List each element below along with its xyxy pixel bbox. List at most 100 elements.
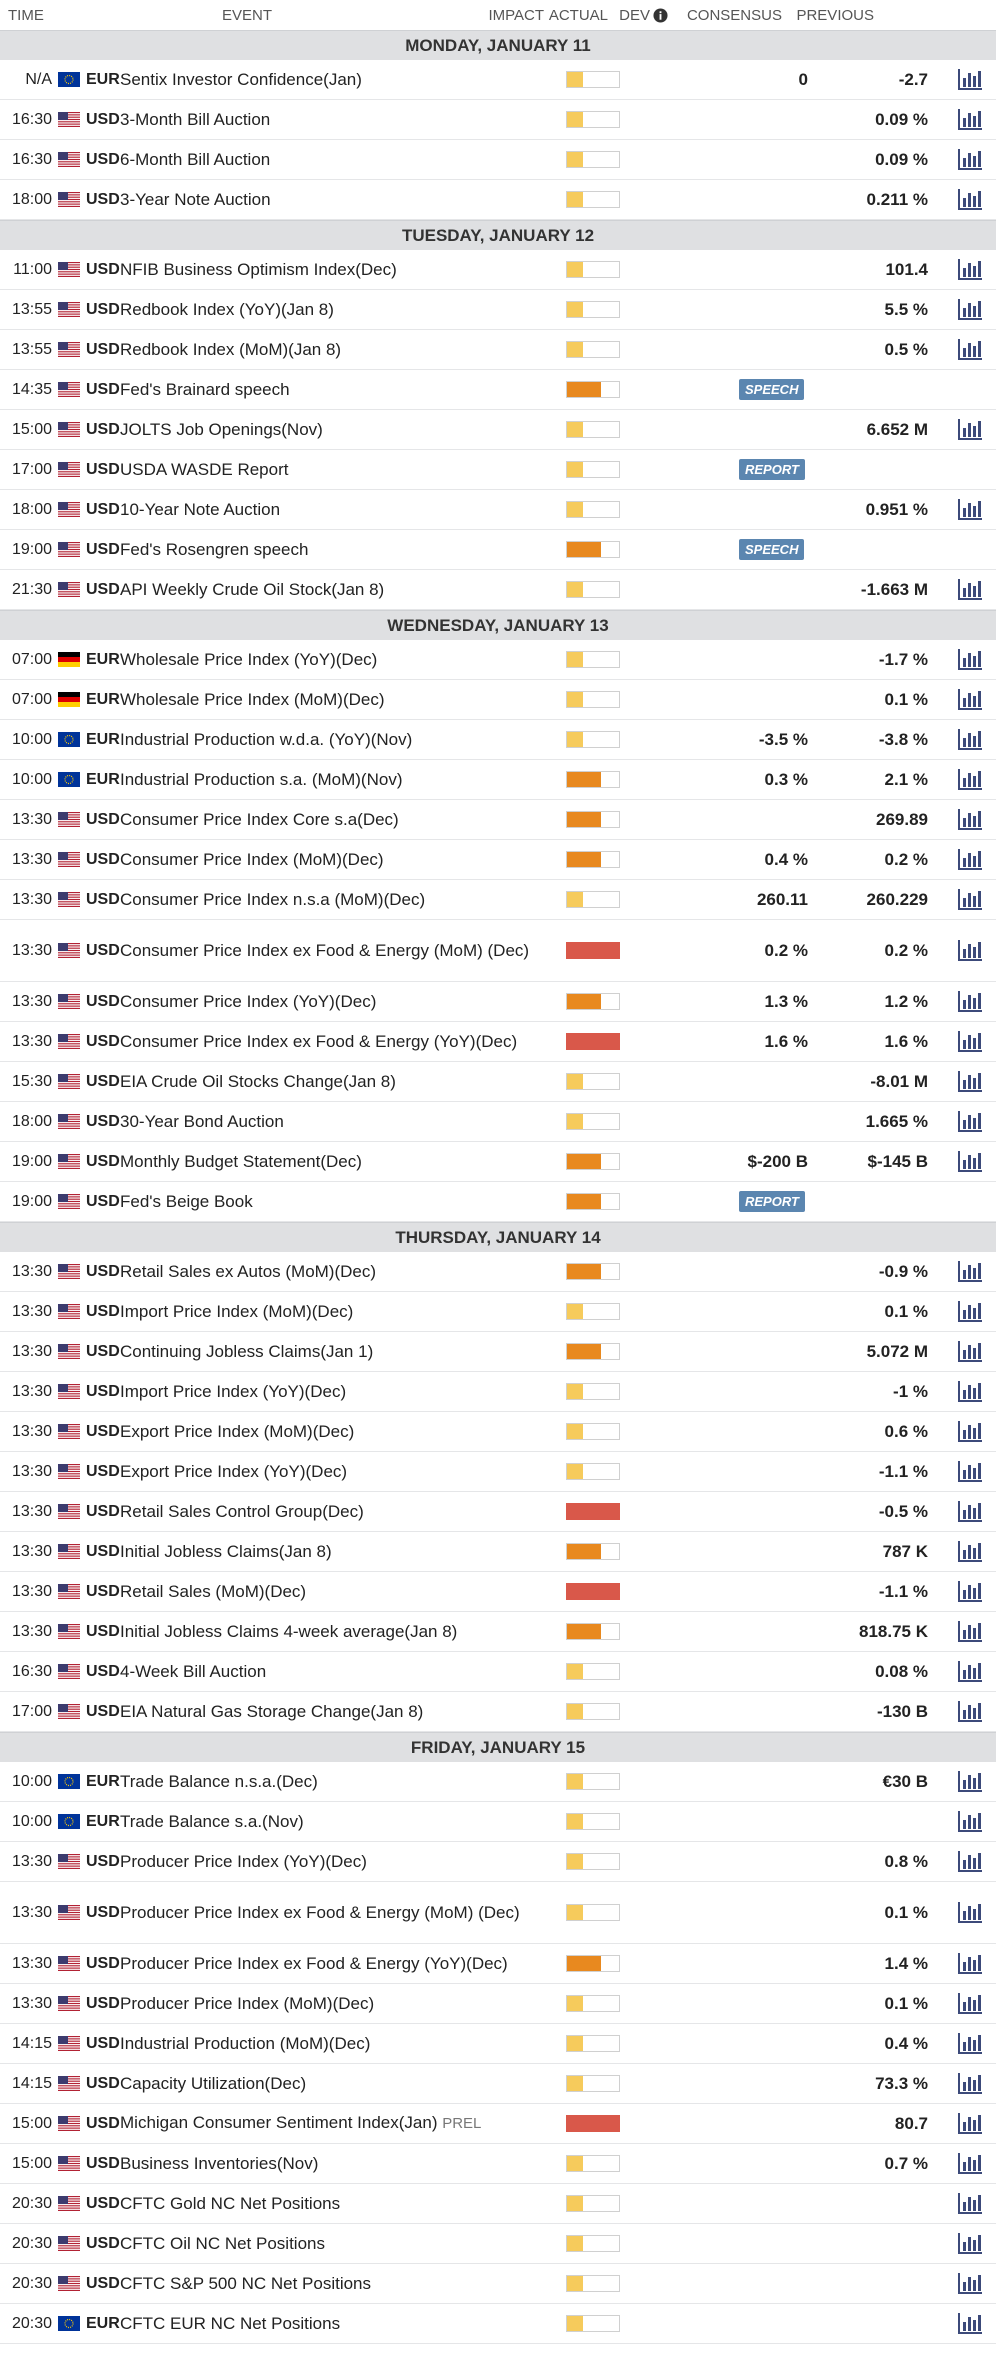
event-row[interactable]: 14:15 USD Industrial Production (MoM)(Dec)… xyxy=(0,2024,996,2064)
event-row[interactable]: 19:00 USD Fed's Rosengren speech SPEECH xyxy=(0,530,996,570)
event-row[interactable]: 13:30 USD Import Price Index (MoM)(Dec) 0.1… xyxy=(0,1292,996,1332)
event-name[interactable]: 30-Year Bond Auction xyxy=(120,1111,284,1131)
event-name[interactable]: Sentix Investor Confidence(Jan) xyxy=(120,69,362,89)
event-row[interactable]: N/A EUR Sentix Investor Confidence(Jan) 0 -2… xyxy=(0,60,996,100)
event-name[interactable]: Michigan Consumer Sentiment Index(Jan) xyxy=(120,2113,438,2132)
event-row[interactable]: 13:30 USD Retail Sales (MoM)(Dec) -1.1 % xyxy=(0,1572,996,1612)
event-row[interactable]: 07:00 EUR Wholesale Price Index (YoY)(Dec)… xyxy=(0,640,996,680)
event-name[interactable]: 10-Year Note Auction xyxy=(120,499,281,519)
event-name[interactable]: Consumer Price Index (YoY)(Dec) xyxy=(120,991,377,1011)
chart-icon[interactable] xyxy=(958,809,982,830)
event-row[interactable]: 16:30 USD 6-Month Bill Auction 0.09 % xyxy=(0,140,996,180)
event-name[interactable]: Wholesale Price Index (YoY)(Dec) xyxy=(120,649,378,669)
event-row[interactable]: 20:30 EUR CFTC EUR NC Net Positions xyxy=(0,2304,996,2344)
event-name[interactable]: Consumer Price Index ex Food & Energy (M… xyxy=(120,940,530,960)
event-row[interactable]: 19:00 USD Fed's Beige Book REPORT xyxy=(0,1182,996,1222)
chart-icon[interactable] xyxy=(958,419,982,440)
event-name[interactable]: Producer Price Index ex Food & Energy (M… xyxy=(120,1902,520,1922)
chart-icon[interactable] xyxy=(958,889,982,910)
event-name[interactable]: Retail Sales Control Group(Dec) xyxy=(120,1501,364,1521)
chart-icon[interactable] xyxy=(958,729,982,750)
chart-icon[interactable] xyxy=(958,991,982,1012)
chart-icon[interactable] xyxy=(958,649,982,670)
event-row[interactable]: 10:00 EUR Industrial Production w.d.a. (Yo… xyxy=(0,720,996,760)
event-name[interactable]: Consumer Price Index (MoM)(Dec) xyxy=(120,849,384,869)
chart-icon[interactable] xyxy=(958,2153,982,2174)
event-name[interactable]: Monthly Budget Statement(Dec) xyxy=(120,1151,362,1171)
event-name[interactable]: Producer Price Index ex Food & Energy (Y… xyxy=(120,1953,508,1973)
event-row[interactable]: 13:30 USD Producer Price Index ex Food & E… xyxy=(0,1944,996,1984)
event-row[interactable]: 16:30 USD 3-Month Bill Auction 0.09 % xyxy=(0,100,996,140)
chart-icon[interactable] xyxy=(958,1461,982,1482)
event-row[interactable]: 13:30 USD Consumer Price Index (MoM)(Dec) 0… xyxy=(0,840,996,880)
chart-icon[interactable] xyxy=(958,259,982,280)
event-name[interactable]: Producer Price Index (YoY)(Dec) xyxy=(120,1851,367,1871)
chart-icon[interactable] xyxy=(958,109,982,130)
event-name[interactable]: USDA WASDE Report xyxy=(120,459,289,479)
event-name[interactable]: Industrial Production w.d.a. (YoY)(Nov) xyxy=(120,729,413,749)
event-name[interactable]: Import Price Index (MoM)(Dec) xyxy=(120,1301,354,1321)
event-row[interactable]: 13:30 USD Consumer Price Index (YoY)(Dec) 1… xyxy=(0,982,996,1022)
chart-icon[interactable] xyxy=(958,1031,982,1052)
event-row[interactable]: 11:00 USD NFIB Business Optimism Index(Dec… xyxy=(0,250,996,290)
event-name[interactable]: Consumer Price Index ex Food & Energy (Y… xyxy=(120,1031,518,1051)
chart-icon[interactable] xyxy=(958,1381,982,1402)
event-name[interactable]: Redbook Index (YoY)(Jan 8) xyxy=(120,299,334,319)
event-row[interactable]: 13:30 USD Consumer Price Index ex Food & E… xyxy=(0,1022,996,1062)
event-row[interactable]: 10:00 EUR Trade Balance s.a.(Nov) xyxy=(0,1802,996,1842)
event-name[interactable]: Retail Sales (MoM)(Dec) xyxy=(120,1581,307,1601)
event-name[interactable]: NFIB Business Optimism Index(Dec) xyxy=(120,259,397,279)
chart-icon[interactable] xyxy=(958,579,982,600)
chart-icon[interactable] xyxy=(958,1902,982,1923)
chart-icon[interactable] xyxy=(958,1811,982,1832)
chart-icon[interactable] xyxy=(958,189,982,210)
event-row[interactable]: 18:00 USD 10-Year Note Auction 0.951 % xyxy=(0,490,996,530)
chart-icon[interactable] xyxy=(958,2113,982,2134)
chart-icon[interactable] xyxy=(958,2193,982,2214)
chart-icon[interactable] xyxy=(958,1993,982,2014)
chart-icon[interactable] xyxy=(958,339,982,360)
event-name[interactable]: JOLTS Job Openings(Nov) xyxy=(120,419,323,439)
event-name[interactable]: CFTC Oil NC Net Positions xyxy=(120,2233,325,2253)
chart-icon[interactable] xyxy=(958,1071,982,1092)
event-name[interactable]: Consumer Price Index n.s.a (MoM)(Dec) xyxy=(120,889,426,909)
event-name[interactable]: Industrial Production s.a. (MoM)(Nov) xyxy=(120,769,403,789)
event-row[interactable]: 13:30 USD Initial Jobless Claims 4-week av… xyxy=(0,1612,996,1652)
info-icon[interactable] xyxy=(650,7,670,23)
event-row[interactable]: 13:30 USD Continuing Jobless Claims(Jan 1)… xyxy=(0,1332,996,1372)
chart-icon[interactable] xyxy=(958,849,982,870)
event-row[interactable]: 17:00 USD USDA WASDE Report REPORT xyxy=(0,450,996,490)
event-name[interactable]: Trade Balance n.s.a.(Dec) xyxy=(120,1771,318,1791)
event-row[interactable]: 15:00 USD Michigan Consumer Sentiment Inde… xyxy=(0,2104,996,2144)
event-name[interactable]: EIA Crude Oil Stocks Change(Jan 8) xyxy=(120,1071,396,1091)
event-row[interactable]: 13:30 USD Consumer Price Index Core s.a(De… xyxy=(0,800,996,840)
event-row[interactable]: 13:30 USD Consumer Price Index ex Food & E… xyxy=(0,920,996,982)
chart-icon[interactable] xyxy=(958,1541,982,1562)
event-row[interactable]: 10:00 EUR Trade Balance n.s.a.(Dec) €30 B xyxy=(0,1762,996,1802)
event-name[interactable]: 3-Year Note Auction xyxy=(120,189,271,209)
event-name[interactable]: Consumer Price Index Core s.a(Dec) xyxy=(120,809,399,829)
chart-icon[interactable] xyxy=(958,1151,982,1172)
chart-icon[interactable] xyxy=(958,1111,982,1132)
event-row[interactable]: 13:30 USD Producer Price Index (YoY)(Dec) 0… xyxy=(0,1842,996,1882)
event-row[interactable]: 21:30 USD API Weekly Crude Oil Stock(Jan 8… xyxy=(0,570,996,610)
event-name[interactable]: Retail Sales ex Autos (MoM)(Dec) xyxy=(120,1261,377,1281)
event-name[interactable]: Fed's Rosengren speech xyxy=(120,539,309,559)
event-row[interactable]: 07:00 EUR Wholesale Price Index (MoM)(Dec)… xyxy=(0,680,996,720)
event-name[interactable]: Export Price Index (MoM)(Dec) xyxy=(120,1421,355,1441)
event-row[interactable]: 14:35 USD Fed's Brainard speech SPEECH xyxy=(0,370,996,410)
event-row[interactable]: 14:15 USD Capacity Utilization(Dec) 73.3 % xyxy=(0,2064,996,2104)
event-name[interactable]: Wholesale Price Index (MoM)(Dec) xyxy=(120,689,385,709)
event-name[interactable]: 6-Month Bill Auction xyxy=(120,149,271,169)
event-name[interactable]: API Weekly Crude Oil Stock(Jan 8) xyxy=(120,579,385,599)
event-row[interactable]: 15:30 USD EIA Crude Oil Stocks Change(Jan … xyxy=(0,1062,996,1102)
event-name[interactable]: Fed's Brainard speech xyxy=(120,379,290,399)
event-row[interactable]: 13:30 USD Import Price Index (YoY)(Dec) -1 … xyxy=(0,1372,996,1412)
chart-icon[interactable] xyxy=(958,1581,982,1602)
chart-icon[interactable] xyxy=(958,149,982,170)
event-name[interactable]: Business Inventories(Nov) xyxy=(120,2153,319,2173)
event-row[interactable]: 16:30 USD 4-Week Bill Auction 0.08 % xyxy=(0,1652,996,1692)
event-name[interactable]: 3-Month Bill Auction xyxy=(120,109,271,129)
chart-icon[interactable] xyxy=(958,1953,982,1974)
event-row[interactable]: 20:30 USD CFTC S&P 500 NC Net Positions xyxy=(0,2264,996,2304)
